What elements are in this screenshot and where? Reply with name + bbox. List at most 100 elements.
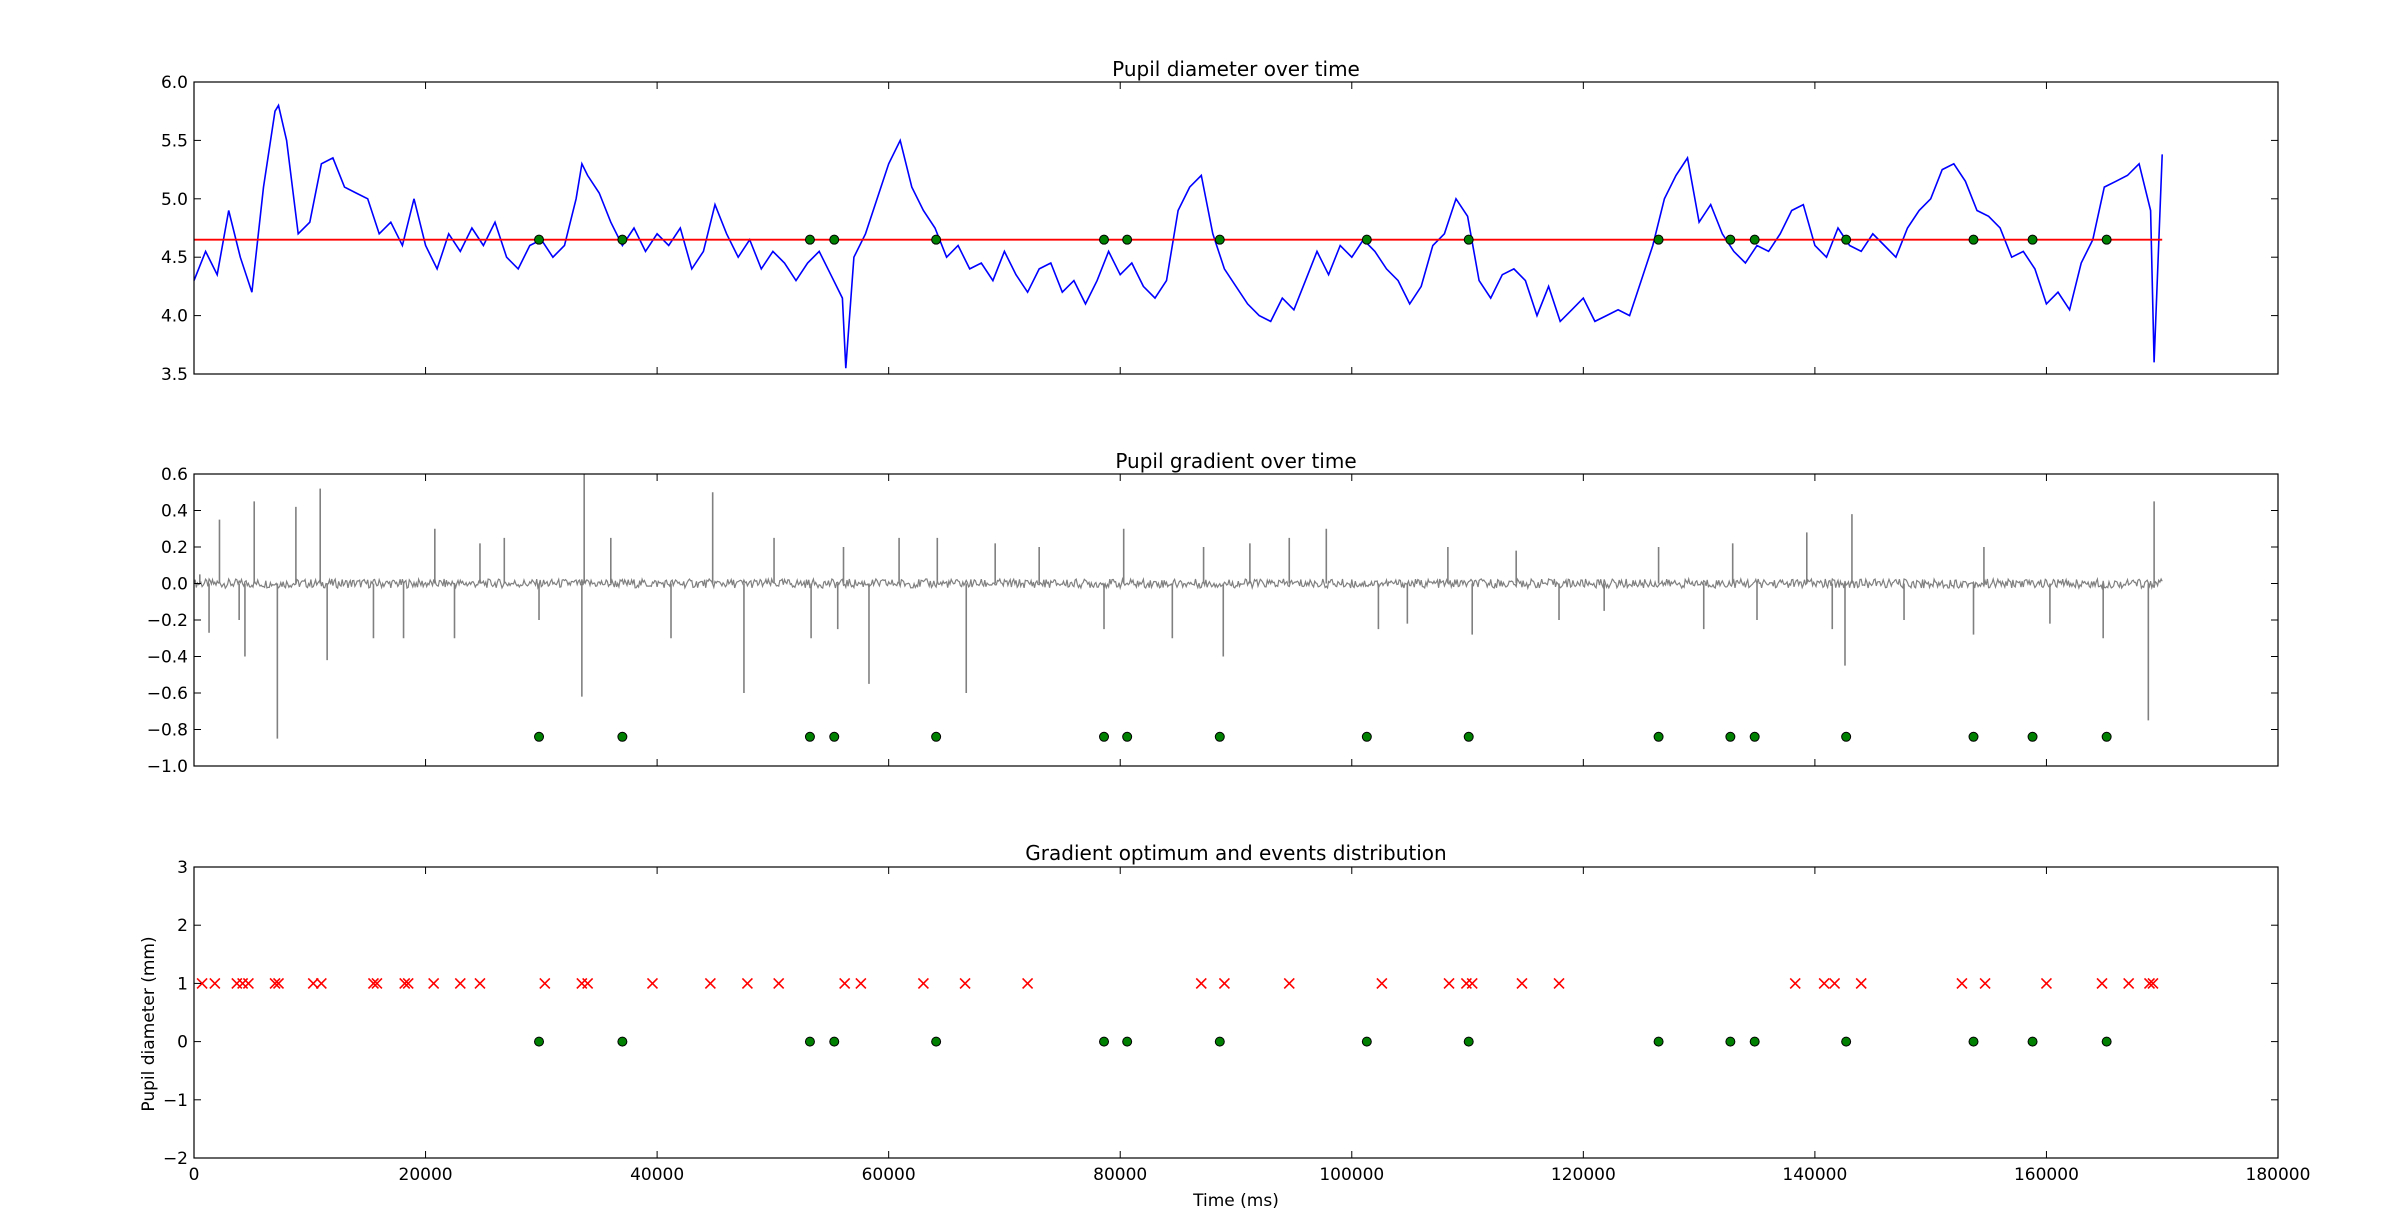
optimum-point — [1841, 234, 1852, 245]
optimum-point — [1361, 234, 1372, 245]
optimum-point — [1122, 1036, 1133, 1047]
event-x-marker — [576, 977, 588, 989]
gradient-baseline-line — [193, 576, 2163, 591]
marker-stroke — [307, 977, 319, 989]
marker-stroke — [399, 977, 411, 989]
optimum-point — [2027, 234, 2038, 245]
pupil-gradient-panel: Pupil gradient over time −1.0 −0.8 −0.6 −0.… — [147, 449, 2279, 777]
event-x-marker — [1218, 977, 1230, 989]
event-x-marker — [917, 977, 929, 989]
optimum-point — [1968, 731, 1979, 742]
marker-stroke — [959, 977, 971, 989]
y-tick-label: −2 — [163, 1149, 188, 1169]
marker-stroke — [1789, 977, 1801, 989]
optimum-point — [1463, 234, 1474, 245]
y-tick-label: 0 — [177, 1033, 188, 1053]
marker-stroke — [272, 977, 285, 989]
event-x-marker — [704, 977, 716, 989]
event-x-marker — [959, 977, 971, 989]
pupil-diameter-line — [193, 103, 2163, 369]
event-x-marker — [1818, 977, 1830, 989]
event-x-marker — [402, 977, 414, 989]
gradient-spikes — [198, 474, 2155, 739]
marker-stroke — [741, 977, 753, 989]
event-x-marker — [1553, 977, 1565, 989]
event-x-marker — [2096, 977, 2108, 989]
optimum-point — [1653, 1036, 1664, 1047]
x-axis: 0 20000 40000 60000 80000 100000 120000 140000 1… — [189, 867, 2310, 1185]
y-tick-label: 5.0 — [161, 190, 188, 210]
optimum-point — [617, 234, 628, 245]
chart-title: Pupil gradient over time — [1115, 449, 1356, 473]
event-x-marker — [2147, 977, 2159, 989]
optimum-point — [1361, 1036, 1372, 1047]
optimum-point — [1214, 234, 1225, 245]
x-axis-label: Time (ms) — [1192, 1191, 1279, 1211]
plot-area — [193, 474, 2163, 742]
event-x-marker — [2040, 977, 2053, 989]
marker-stroke — [1829, 977, 1841, 989]
y-tick-label: 3 — [177, 858, 188, 878]
marker-stroke — [539, 977, 551, 989]
marker-stroke — [454, 977, 466, 989]
marker-stroke — [1443, 977, 1455, 989]
marker-stroke — [2147, 977, 2159, 989]
optimum-point — [1725, 234, 1736, 245]
optimum-point — [1653, 731, 1664, 742]
marker-stroke — [1195, 977, 1207, 989]
optimum-point — [534, 731, 545, 742]
event-x-marker — [646, 977, 659, 989]
x-tick-label: 80000 — [1093, 1165, 1147, 1185]
event-x-marker — [1376, 977, 1388, 989]
marker-stroke — [428, 977, 440, 989]
plot-frame — [193, 866, 2279, 1159]
marker-stroke — [2040, 977, 2053, 989]
y-tick-label: 0.4 — [161, 502, 188, 522]
event-x-marker — [1460, 977, 1472, 989]
event-x-marker — [539, 977, 551, 989]
optimum-point — [1122, 731, 1133, 742]
y-tick-label: 3.5 — [161, 365, 188, 385]
optimum-point — [1968, 234, 1979, 245]
event-x-marker — [242, 977, 254, 989]
marker-stroke — [1956, 977, 1968, 989]
event-x-marker — [371, 977, 383, 989]
x-axis — [193, 474, 2279, 766]
event-x-marker — [428, 977, 440, 989]
plot-area — [193, 103, 2163, 369]
marker-stroke — [474, 977, 486, 989]
chart-title: Gradient optimum and events distribution — [1025, 841, 1446, 865]
events-distribution-panel: Gradient optimum and events distribution… — [139, 841, 2310, 1211]
marker-stroke — [315, 977, 327, 989]
y-axis: −2 −1 0 1 2 3 — [163, 858, 2278, 1169]
x-tick-label: 40000 — [630, 1165, 684, 1185]
marker-stroke — [1979, 977, 1991, 989]
optimum-point — [1463, 731, 1474, 742]
marker-stroke — [1516, 977, 1528, 989]
marker-stroke — [196, 977, 208, 989]
optimum-point — [1122, 234, 1133, 245]
pupil-diameter-panel: Pupil diameter over time 3.5 4.0 4.5 5.0 5.5… — [161, 57, 2279, 385]
event-x-marker — [1195, 977, 1207, 989]
event-x-marker — [1979, 977, 1991, 989]
optimum-point — [931, 234, 942, 245]
event-x-marker — [209, 977, 221, 989]
optimum-point — [2101, 1036, 2112, 1047]
optimum-markers — [534, 731, 2112, 742]
y-tick-label: −0.6 — [147, 684, 188, 704]
event-x-marker — [231, 977, 243, 989]
y-tick-label: 0.0 — [161, 575, 188, 595]
optimum-point — [1725, 1036, 1736, 1047]
marker-stroke — [582, 977, 594, 989]
event-x-marker — [1829, 977, 1841, 989]
event-x-marker — [2143, 977, 2156, 989]
y-tick-label: 2 — [177, 916, 188, 936]
optimum-point — [1725, 731, 1736, 742]
optimum-point — [931, 1036, 942, 1047]
event-x-marker — [474, 977, 486, 989]
marker-stroke — [855, 977, 867, 989]
optimum-point — [1841, 1036, 1852, 1047]
event-x-marker — [1443, 977, 1455, 989]
marker-stroke — [773, 977, 785, 989]
x-tick-label: 0 — [189, 1165, 200, 1185]
